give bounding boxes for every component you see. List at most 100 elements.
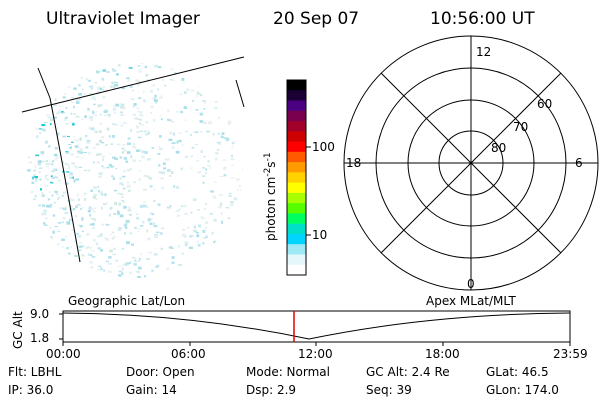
time-tick-1200: 12:00 [298, 347, 333, 361]
image-pixel [128, 66, 133, 69]
image-pixel [119, 156, 122, 159]
image-pixel [81, 217, 84, 221]
image-pixel [125, 262, 129, 266]
image-pixel [137, 228, 142, 230]
image-pixel [136, 84, 140, 87]
image-pixel [204, 227, 207, 229]
image-pixel [216, 149, 220, 151]
image-pixel [199, 112, 203, 116]
image-pixel [42, 128, 46, 132]
colorbar-segment [287, 192, 306, 204]
image-pixel [102, 96, 106, 98]
image-pixel [52, 176, 55, 179]
image-pixel [37, 160, 40, 163]
app-title: Ultraviolet Imager [46, 9, 200, 29]
image-pixel [153, 188, 156, 191]
image-pixel [103, 110, 108, 113]
image-pixel [188, 246, 193, 249]
image-pixel [77, 224, 80, 226]
image-pixel [75, 115, 80, 118]
image-pixel [110, 143, 113, 145]
image-pixel [71, 199, 75, 202]
image-pixel [121, 114, 125, 116]
image-pixel [54, 176, 59, 179]
image-pixel [37, 162, 41, 166]
image-pixel [39, 178, 42, 181]
image-pixel [184, 212, 188, 215]
image-pixel [147, 237, 151, 241]
image-pixel [145, 133, 147, 136]
image-pixel [64, 182, 69, 185]
image-pixel [161, 171, 166, 175]
time-tick-0000: 00:00 [46, 347, 81, 361]
image-pixel [85, 146, 89, 149]
image-pixel [33, 174, 36, 177]
image-pixel [182, 233, 186, 237]
image-pixel [153, 225, 158, 228]
image-pixel [168, 175, 172, 177]
y-tick-bottom: 1.8 [30, 331, 50, 345]
image-pixel [172, 146, 175, 149]
grid-line [49, 97, 81, 263]
image-pixel [87, 246, 90, 248]
image-pixel [119, 193, 124, 195]
image-pixel [112, 253, 116, 255]
image-pixel [53, 168, 57, 171]
image-pixel [193, 131, 198, 133]
image-pixel [52, 214, 56, 217]
image-pixel [184, 156, 188, 158]
gc-alt-info: GC Alt: 2.4 Re [366, 365, 450, 379]
image-pixel [205, 172, 207, 174]
image-pixel [132, 159, 136, 162]
image-pixel [211, 231, 214, 235]
image-pixel [70, 101, 75, 103]
mlat-label-70: 70 [513, 120, 529, 134]
image-pixel [97, 247, 101, 250]
image-pixel [45, 160, 49, 163]
image-pixel [197, 85, 200, 87]
image-pixel [116, 212, 120, 215]
image-pixel [92, 227, 95, 229]
image-pixel [193, 229, 197, 233]
image-pixel [109, 234, 112, 236]
image-pixel [242, 168, 243, 171]
image-pixel [100, 233, 103, 235]
image-pixel [129, 214, 132, 216]
image-pixel [54, 190, 58, 194]
image-pixel [137, 118, 140, 120]
image-pixel [195, 109, 199, 111]
colorbar-label-100: 100 [312, 140, 335, 154]
image-pixel [68, 218, 73, 222]
image-pixel [218, 143, 222, 145]
image-pixel [32, 198, 36, 200]
image-pixel [135, 213, 138, 215]
colorbar-unit-label: photon cm-2s-1 [263, 152, 278, 241]
image-pixel [111, 237, 114, 240]
image-pixel [189, 235, 194, 237]
image-pixel [113, 235, 116, 239]
time-tick-0600: 06:00 [171, 347, 206, 361]
mlt-label-12: 12 [476, 45, 492, 59]
image-pixel [68, 166, 70, 170]
image-pixel [116, 73, 119, 76]
image-pixel [71, 141, 74, 143]
image-pixel [95, 242, 99, 246]
image-pixel [91, 256, 96, 258]
dsp-info: Dsp: 2.9 [246, 383, 297, 397]
mode-info: Mode: Normal [246, 365, 330, 379]
image-pixel [99, 113, 102, 116]
image-pixel [101, 193, 104, 196]
image-pixel [194, 144, 199, 146]
image-pixel [140, 118, 142, 121]
image-pixel [158, 163, 161, 167]
image-pixel [150, 212, 154, 215]
image-pixel [222, 137, 225, 139]
image-pixel [61, 238, 65, 241]
image-pixel [43, 122, 48, 123]
image-pixel [58, 109, 62, 113]
image-pixel [97, 185, 100, 188]
image-pixel [122, 144, 126, 146]
image-pixel [79, 148, 83, 151]
image-pixel [96, 161, 100, 164]
